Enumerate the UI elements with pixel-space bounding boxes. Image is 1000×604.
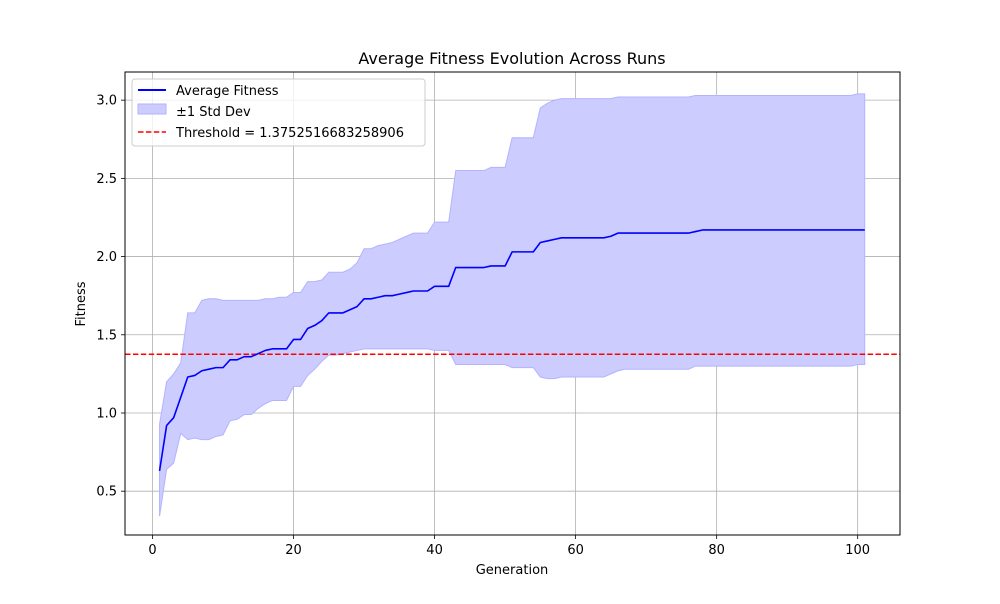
chart-title: Average Fitness Evolution Across Runs [358,49,665,68]
y-tick-label: 1.5 [96,328,117,343]
y-ticks: 0.5 1.0 1.5 2.0 2.5 3.0 [96,94,125,500]
legend-band-swatch [137,103,167,115]
x-tick-label: 100 [845,543,870,558]
std-band-layer [159,93,866,517]
std-band-area [159,93,866,517]
mean-fitness-line [158,229,865,471]
legend-box [131,78,426,147]
axes-frame [124,71,901,536]
legend-threshold-label: Threshold = 1.3752516683258906 [175,126,404,141]
legend-mean-label: Average Fitness [176,84,279,99]
y-tick-label: 0.5 [96,485,117,500]
x-tick-label: 40 [426,543,443,558]
y-tick-label: 3.0 [96,94,117,109]
mean-line-layer [158,229,865,471]
y-tick-label: 1.0 [96,406,117,421]
y-tick-label: 2.0 [96,250,117,265]
x-tick-label: 20 [285,543,302,558]
x-ticks: 0 20 40 60 80 100 [148,535,870,558]
legend: Average Fitness ±1 Std Dev Threshold = 1… [131,78,426,147]
x-tick-label: 0 [148,543,156,558]
x-tick-label: 60 [567,543,584,558]
x-axis-label: Generation [476,563,549,578]
y-axis-label: Fitness [74,281,89,326]
x-tick-label: 80 [708,543,725,558]
y-tick-label: 2.5 [96,172,117,187]
legend-band-label: ±1 Std Dev [176,105,251,120]
